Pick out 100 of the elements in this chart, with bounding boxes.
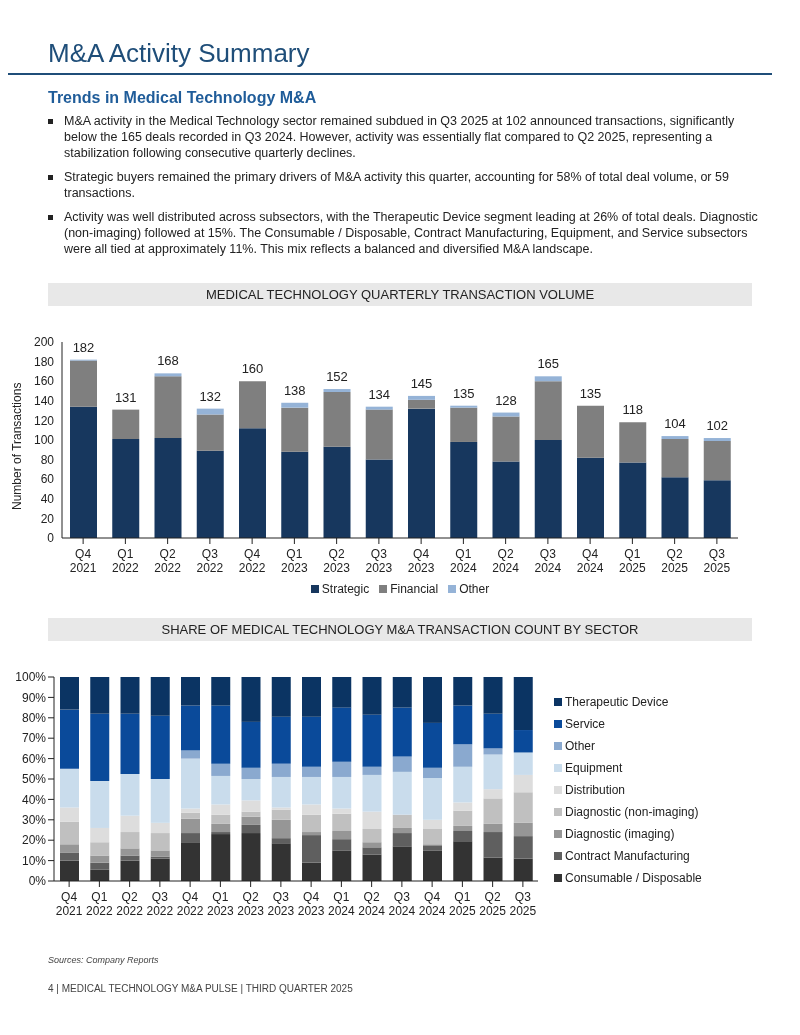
bar	[239, 381, 266, 429]
y-tick-label: 200	[33, 335, 55, 350]
bar	[271, 677, 291, 717]
bar	[513, 730, 533, 753]
total-label: 102	[706, 418, 729, 434]
x-tick-label: Q3 2025	[509, 890, 537, 918]
x-tick-label: Q3 2024	[534, 547, 562, 575]
bar	[365, 406, 393, 410]
legend-label: Diagnostic (non-imaging)	[565, 805, 699, 819]
total-label: 182	[72, 339, 95, 355]
legend-label: Strategic	[321, 582, 370, 596]
x-tick-label: Q1 2024	[328, 890, 356, 918]
bar	[492, 416, 520, 462]
total-label: 165	[537, 356, 560, 372]
bar	[302, 862, 321, 881]
bar	[423, 767, 442, 778]
bar	[211, 763, 231, 776]
bar	[332, 677, 352, 708]
bar	[120, 677, 140, 714]
bar	[112, 409, 140, 440]
bar	[120, 713, 140, 774]
bar	[302, 677, 321, 717]
bar	[423, 850, 442, 881]
y-tick-label: 40%	[21, 792, 47, 807]
bar	[211, 804, 231, 815]
bar	[211, 775, 231, 805]
x-tick-label: Q4 2021	[55, 890, 83, 918]
bar	[271, 819, 291, 839]
text: Activity was well distributed across subsectors, with the Therapeutic Device segment leading at 26% of total deals. Diagnostic (non-imaging) followed at 15%. The Consumable / Disposable, Contract Manufacturing, Equipment, and Service subsectors were all tied at approximately 11%. This mix reflects a balanced and diversified M&A landscape.	[64, 209, 759, 257]
y-tick-label: 80%	[21, 711, 47, 726]
text: Trends in Medical Technology M&A	[48, 89, 318, 107]
bar	[453, 831, 473, 842]
bar	[534, 381, 562, 440]
y-tick-label: 90%	[21, 690, 47, 705]
bar	[492, 461, 520, 538]
total-label: 104	[664, 416, 686, 432]
bar	[302, 835, 321, 863]
bar	[181, 677, 200, 706]
bar	[513, 836, 533, 859]
x-tick-label: Q3 2024	[388, 890, 416, 918]
total-label: 134	[368, 386, 391, 402]
bar	[90, 781, 110, 828]
bar	[513, 752, 533, 775]
bar	[60, 860, 79, 881]
bar	[120, 832, 140, 849]
bar	[150, 858, 170, 881]
bar	[150, 822, 170, 834]
bar	[362, 774, 382, 812]
bar	[332, 808, 352, 814]
bar	[211, 814, 231, 824]
bar	[392, 814, 412, 828]
bar	[281, 451, 309, 538]
bar	[150, 715, 170, 779]
bar	[302, 814, 321, 833]
bar	[453, 810, 473, 826]
bar	[281, 407, 309, 452]
total-label: 160	[241, 361, 264, 377]
bar	[332, 813, 352, 832]
bar	[453, 825, 473, 832]
total-label: 131	[114, 389, 137, 405]
bar	[90, 862, 110, 870]
x-tick-label: Q4 2022	[176, 890, 204, 918]
total-label: 145	[410, 375, 433, 391]
x-tick-label: Q2 2025	[479, 890, 507, 918]
bar	[332, 850, 352, 881]
bar	[483, 748, 503, 755]
x-tick-label: Q2 2022	[116, 890, 144, 918]
text: M&A Activity Summary	[8, 8, 772, 75]
bar	[513, 792, 533, 823]
bar	[154, 438, 182, 538]
total-label: 128	[495, 392, 517, 408]
bar	[239, 428, 266, 538]
bar	[196, 450, 224, 538]
source-note: Sources: Company Reports	[48, 955, 160, 965]
bar	[60, 807, 79, 822]
bar	[450, 441, 478, 538]
bar	[241, 721, 261, 768]
bar	[181, 812, 200, 819]
x-tick-label: Q3 2023	[267, 890, 295, 918]
bar	[513, 822, 533, 837]
bar	[211, 823, 231, 833]
legend-label: Other	[459, 582, 490, 596]
bar	[423, 845, 442, 851]
x-tick-label: Q2 2022	[154, 547, 182, 575]
bar	[423, 819, 442, 829]
total-label: 168	[157, 353, 179, 369]
bar	[365, 409, 393, 460]
bar	[392, 827, 412, 834]
bar	[211, 677, 231, 706]
bar	[196, 408, 224, 415]
y-tick-label: 20%	[21, 833, 47, 848]
bar	[150, 856, 170, 859]
total-label: 135	[452, 385, 475, 401]
y-tick-label: 180	[33, 354, 55, 369]
bar	[483, 754, 503, 790]
bar	[483, 857, 503, 881]
bar	[90, 677, 110, 714]
bar	[423, 722, 442, 768]
y-tick-label: 0%	[28, 874, 47, 889]
bar	[271, 763, 291, 777]
